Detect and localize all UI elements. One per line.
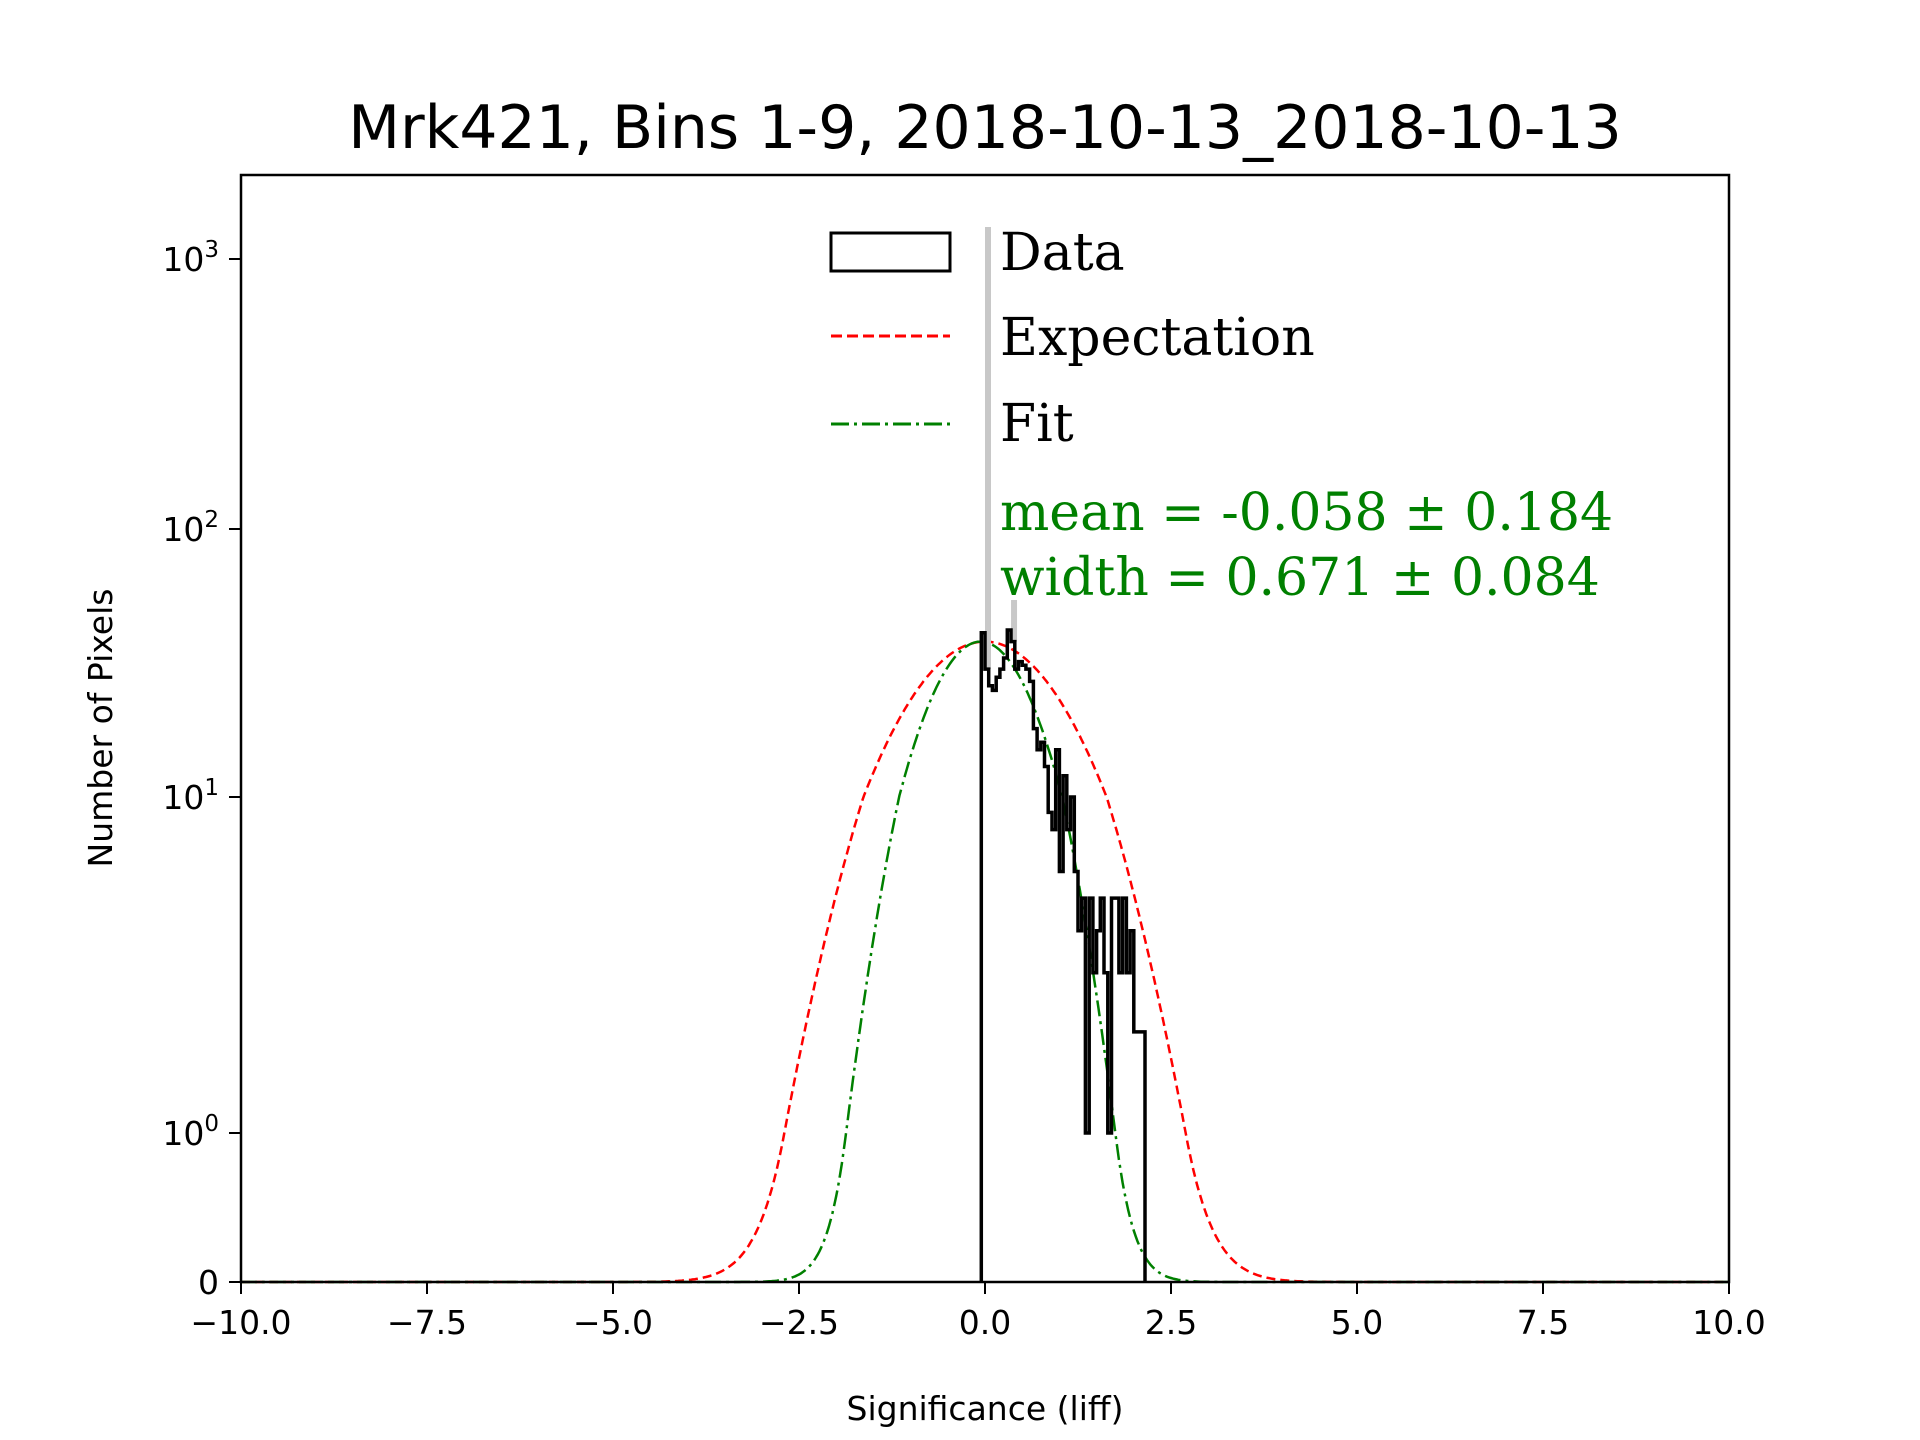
y-axis: 0 100 101 102 103: [162, 237, 241, 1302]
y-tick-label: 0: [198, 1263, 219, 1302]
series-data-histogram: [979, 628, 1147, 1282]
x-tick-label: 10.0: [1692, 1303, 1765, 1342]
x-tick-label: 5.0: [1331, 1303, 1383, 1342]
x-tick-label: −10.0: [190, 1303, 291, 1342]
legend: Data Expectation Fit: [829, 223, 1315, 454]
x-axis: −10.0 −7.5 −5.0 −2.5 0.0 2.5 5.0 7.5 10.0: [190, 1282, 1766, 1342]
x-axis-label: Significance (liff): [847, 1389, 1124, 1428]
y-axis-label: Number of Pixels: [81, 589, 120, 868]
legend-data-swatch: [829, 231, 952, 273]
y-tick-label: 103: [162, 237, 219, 279]
x-tick-label: −7.5: [387, 1303, 467, 1342]
annotation-mean: mean = -0.058 ± 0.184: [1000, 483, 1613, 543]
chart-title: Mrk421, Bins 1-9, 2018-10-13_2018-10-13: [348, 93, 1622, 163]
legend-expectation-label: Expectation: [1000, 308, 1315, 368]
x-tick-label: 0.0: [959, 1303, 1011, 1342]
y-tick-label: 101: [162, 775, 219, 817]
x-tick-label: 7.5: [1517, 1303, 1569, 1342]
plot-area: [241, 227, 1729, 1284]
y-tick-label: 100: [162, 1111, 219, 1153]
legend-fit-label: Fit: [1000, 394, 1074, 454]
legend-data-label: Data: [1000, 223, 1125, 283]
x-tick-label: −5.0: [573, 1303, 653, 1342]
annotation-width: width = 0.671 ± 0.084: [1000, 548, 1600, 608]
series-expectation-line: [241, 640, 1729, 1284]
series-fit-line: [241, 640, 1729, 1284]
x-tick-label: −2.5: [759, 1303, 839, 1342]
x-tick-label: 2.5: [1145, 1303, 1197, 1342]
y-tick-label: 102: [162, 507, 219, 549]
